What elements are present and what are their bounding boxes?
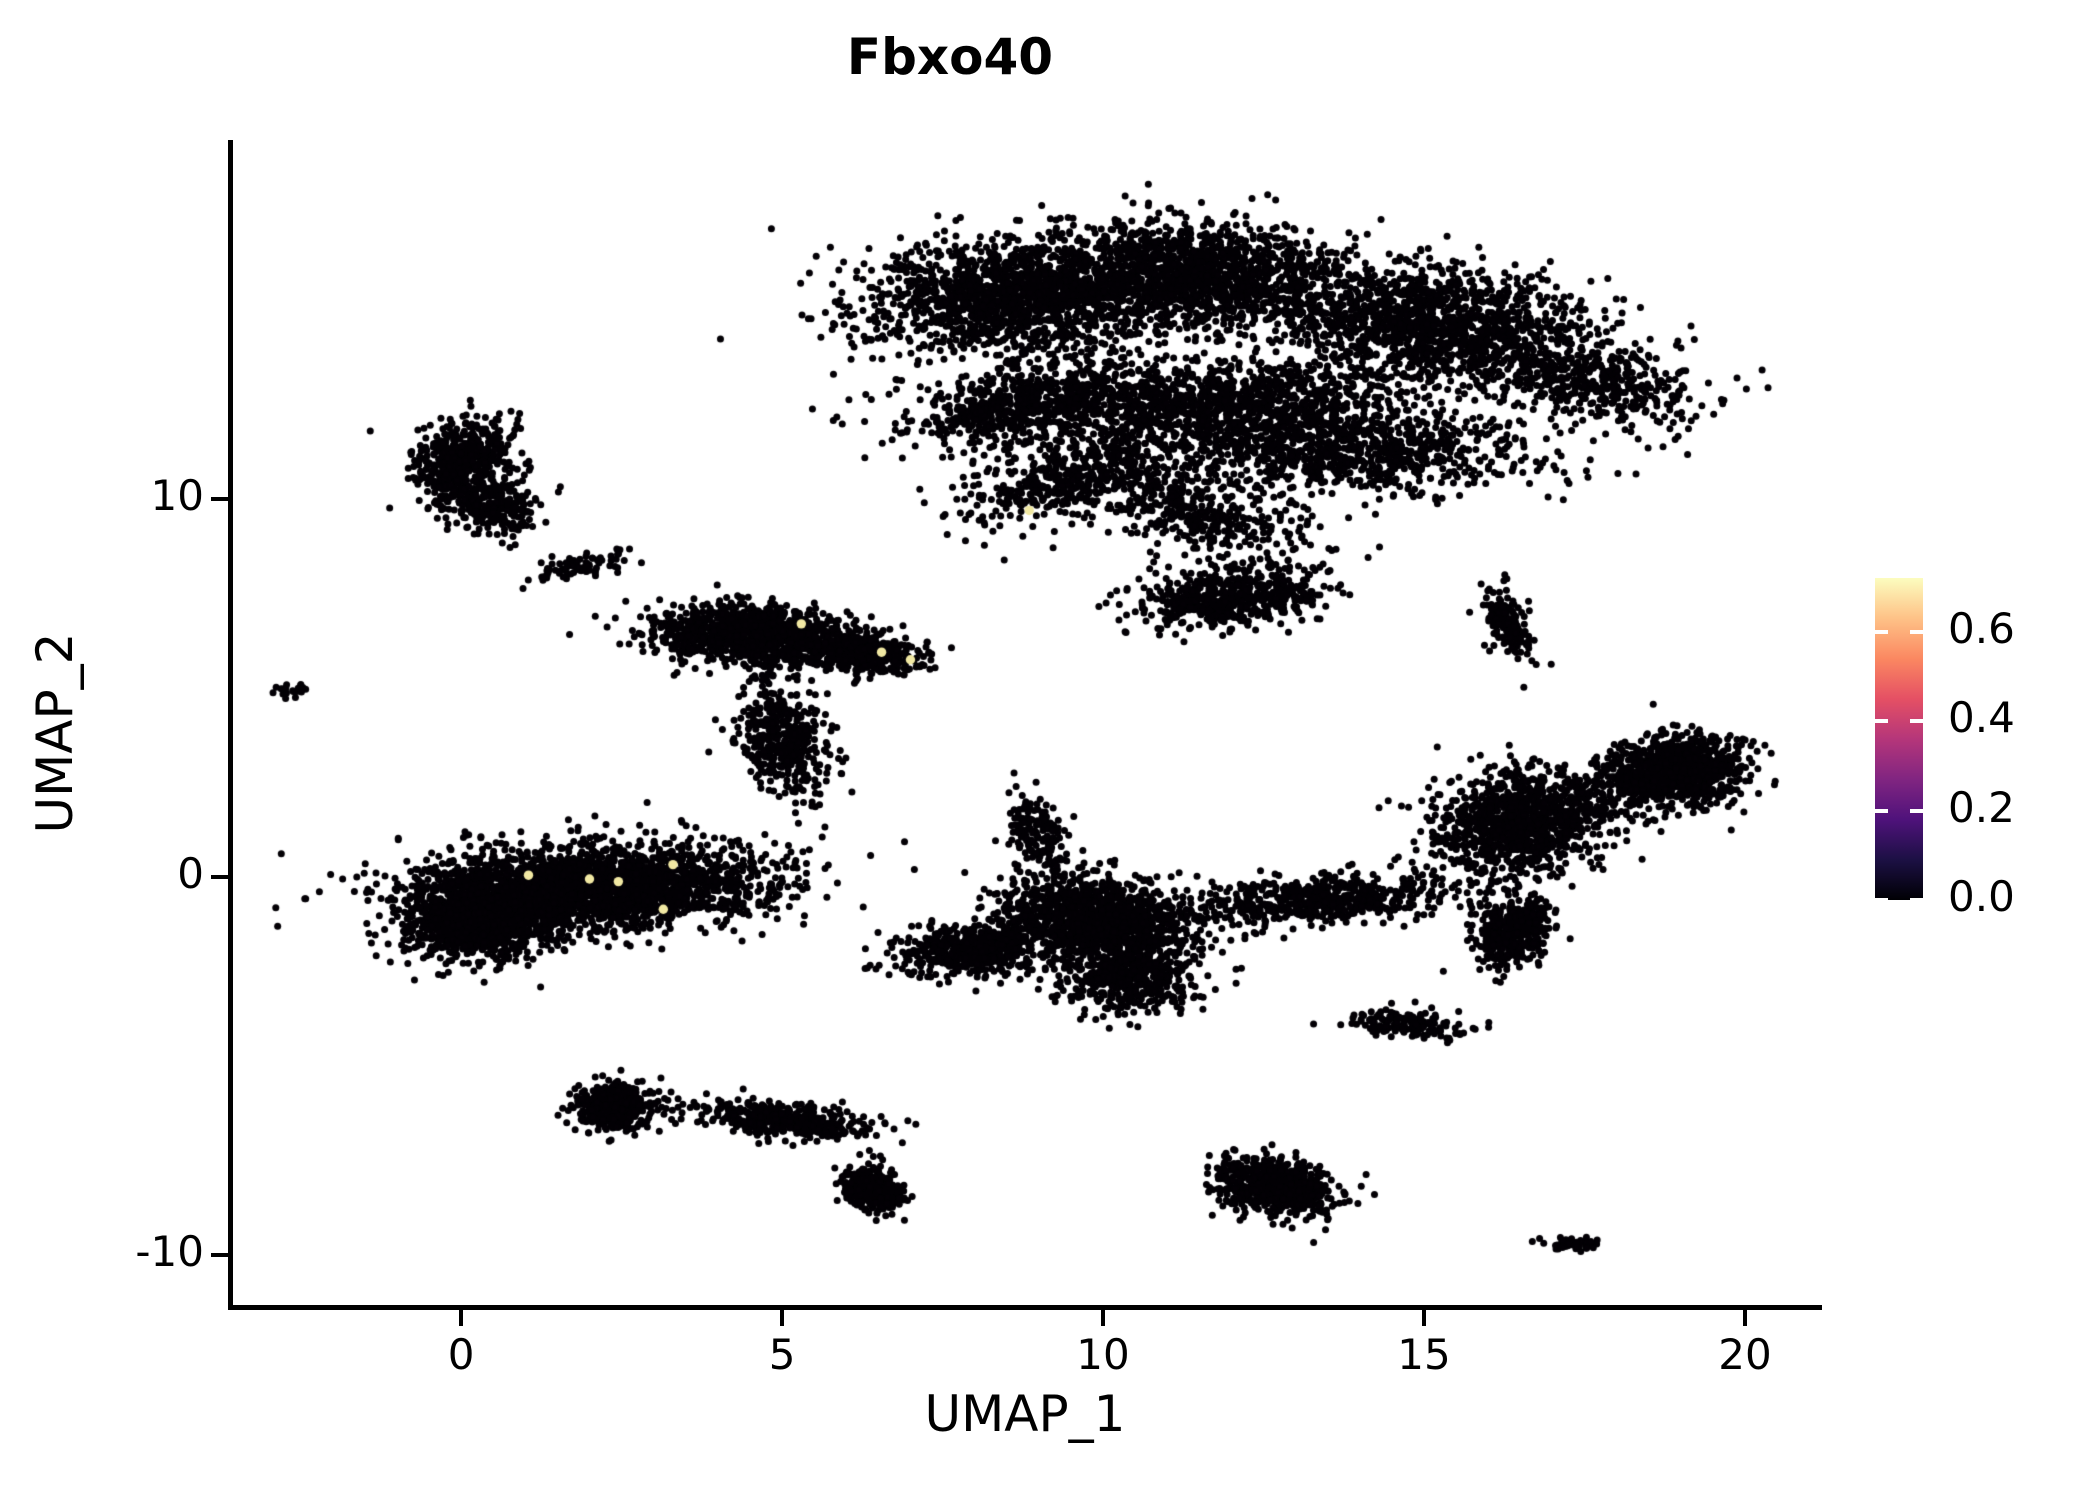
colorbar-tick-label: 0.2 xyxy=(1948,782,2015,832)
colorbar-tick-mark xyxy=(1875,719,1888,724)
colorbar-tick-label: 0.0 xyxy=(1948,872,2015,921)
scatter-plot-canvas xyxy=(230,140,1822,1308)
y-tick-mark xyxy=(211,1253,228,1258)
colorbar-tick-label: 0.4 xyxy=(1948,693,2015,743)
colorbar-tick-mark xyxy=(1910,629,1923,634)
colorbar-tick-mark xyxy=(1910,808,1923,813)
colorbar-tick-mark xyxy=(1875,629,1888,634)
x-tick-label: 10 xyxy=(1076,1330,1130,1379)
y-tick-mark xyxy=(211,497,228,502)
colorbar-tick-label: 0.6 xyxy=(1948,603,2015,653)
y-tick-label: 10 xyxy=(150,471,204,521)
colorbar-tick-mark xyxy=(1875,898,1888,902)
x-tick-label: 20 xyxy=(1718,1330,1772,1379)
colorbar-tick-mark xyxy=(1910,719,1923,724)
x-tick-mark xyxy=(1101,1309,1106,1326)
x-tick-label: 15 xyxy=(1397,1330,1451,1379)
x-tick-mark xyxy=(1422,1309,1426,1326)
y-tick-mark xyxy=(211,875,228,880)
y-axis-spine xyxy=(228,140,233,1308)
y-tick-label: 0 xyxy=(177,849,204,899)
x-tick-label: 5 xyxy=(768,1330,796,1379)
page-title: Fbxo40 xyxy=(846,28,1054,86)
x-tick-mark xyxy=(459,1309,464,1326)
x-tick-label: 0 xyxy=(447,1330,475,1379)
colorbar-tick-mark xyxy=(1910,898,1923,902)
x-axis-label: UMAP_1 xyxy=(924,1385,1126,1443)
x-tick-mark xyxy=(780,1309,785,1326)
y-tick-label: -10 xyxy=(135,1227,204,1277)
x-tick-mark xyxy=(1742,1309,1747,1326)
y-axis-label: UMAP_2 xyxy=(26,632,84,834)
colorbar-gradient xyxy=(1875,578,1923,900)
x-axis-spine xyxy=(228,1305,1822,1310)
colorbar xyxy=(1875,578,1923,900)
colorbar-tick-mark xyxy=(1875,808,1888,813)
